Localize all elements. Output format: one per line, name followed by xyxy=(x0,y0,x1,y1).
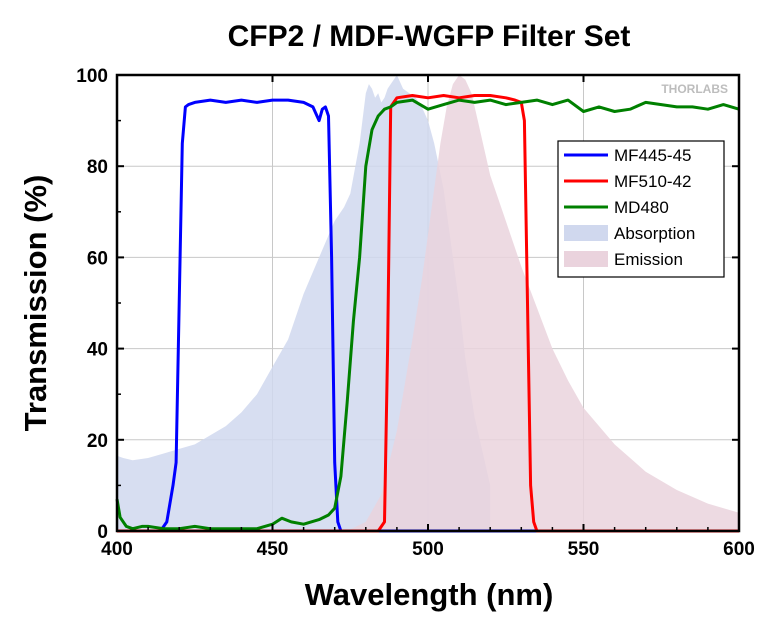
axis-ticks: 400 450 500 550 600 0 20 40 60 80 100 xyxy=(76,66,755,560)
x-tick-label: 600 xyxy=(723,539,755,560)
series-area-absorption xyxy=(117,75,491,531)
legend-label-emission: Emission xyxy=(614,250,683,269)
y-tick-label: 20 xyxy=(87,431,108,452)
x-tick-label: 500 xyxy=(412,539,444,560)
legend-label-md480: MD480 xyxy=(614,198,669,217)
brand-watermark: THORLABS xyxy=(661,82,728,96)
legend-label-mf510-42: MF510-42 xyxy=(614,172,691,191)
y-axis-label: Transmission (%) xyxy=(18,175,53,432)
x-tick-label: 450 xyxy=(257,539,289,560)
y-tick-label: 80 xyxy=(87,157,108,178)
series-line-md480 xyxy=(115,98,740,531)
y-tick-label: 100 xyxy=(76,66,108,87)
legend-label-absorption: Absorption xyxy=(614,224,695,243)
x-tick-label: 400 xyxy=(101,539,133,560)
y-tick-label: 0 xyxy=(97,522,108,543)
series-line-mf510-42 xyxy=(117,94,739,533)
legend-swatch-absorption xyxy=(564,225,608,241)
x-tick-label: 550 xyxy=(568,539,600,560)
series-area-emission xyxy=(347,75,739,531)
line-series xyxy=(115,94,740,533)
legend-label-mf445-45: MF445-45 xyxy=(614,146,691,165)
chart-title: CFP2 / MDF-WGFP Filter Set xyxy=(228,20,631,53)
legend: MF445-45 MF510-42 MD480 Absorption Emission xyxy=(557,140,725,278)
area-series xyxy=(117,75,739,531)
y-tick-label: 40 xyxy=(87,340,108,361)
legend-swatch-emission xyxy=(564,251,608,267)
series-line-mf445-45 xyxy=(117,98,739,533)
y-tick-label: 60 xyxy=(87,248,108,269)
x-axis-label: Wavelength (nm) xyxy=(305,577,554,612)
